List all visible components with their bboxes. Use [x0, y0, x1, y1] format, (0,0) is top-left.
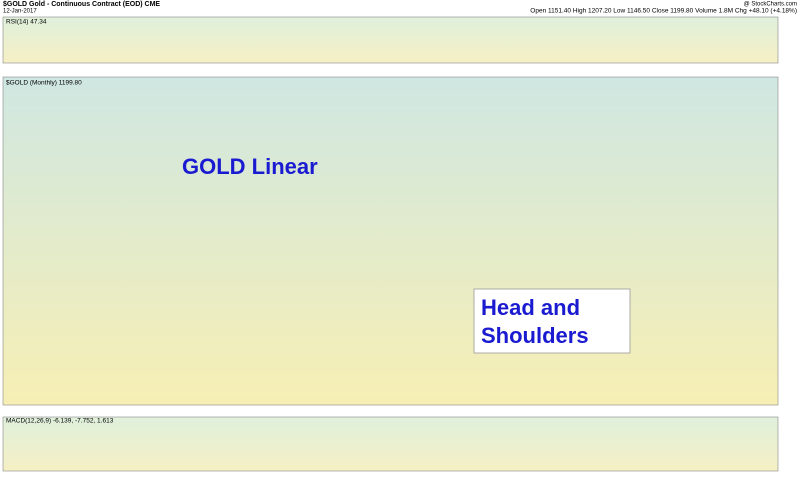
source: @ StockCharts.com	[744, 2, 797, 8]
rsi-panel	[2, 16, 779, 64]
legend: $GOLD (Monthly) 1199.80	[6, 80, 82, 87]
title: $GOLD Gold - Continuous Contract (EOD) C…	[3, 1, 160, 8]
annotation: GOLD Linear	[182, 154, 318, 179]
annotation-line: Head and	[481, 295, 580, 320]
date: 12-Jan-2017	[3, 9, 37, 15]
macd-title: MACD(12,26,9) -6.139, -7.752, 1.613	[6, 418, 114, 425]
macd-panel	[2, 416, 779, 472]
annotation-line: Shoulders	[481, 323, 589, 348]
rsi-title: RSI(14) 47.34	[6, 19, 47, 26]
quote: Open 1151.40 High 1207.20 Low 1146.50 Cl…	[530, 8, 797, 15]
annotation-box	[473, 288, 631, 354]
price-panel	[2, 76, 779, 406]
